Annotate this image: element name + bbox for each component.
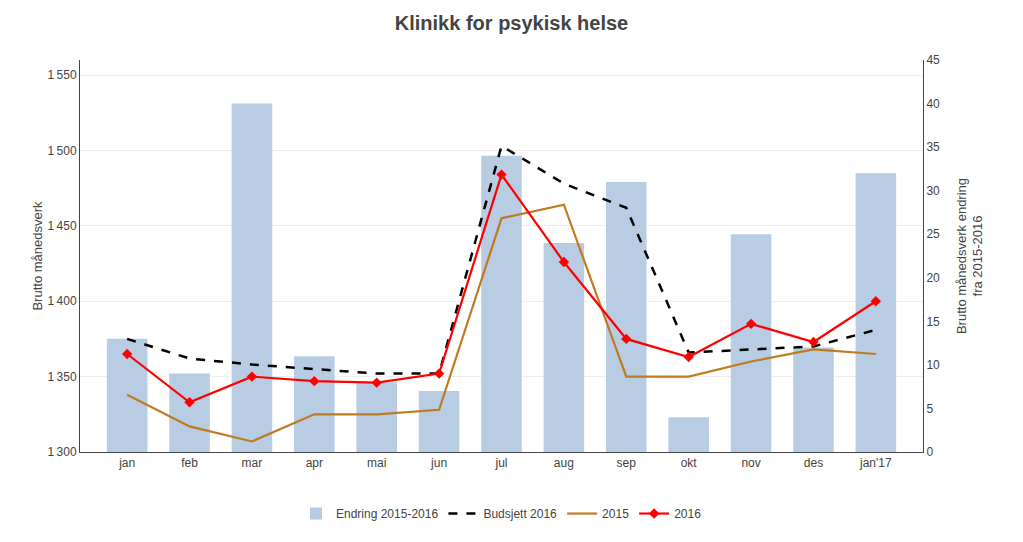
svg-text:jan: jan (118, 456, 135, 470)
svg-text:30: 30 (926, 184, 940, 198)
svg-text:mar: mar (242, 456, 263, 470)
svg-text:1 300: 1 300 (47, 445, 76, 459)
svg-text:apr: apr (306, 456, 323, 470)
svg-text:jul: jul (494, 456, 507, 470)
svg-text:1 400: 1 400 (47, 294, 76, 308)
svg-text:2015: 2015 (602, 507, 629, 521)
svg-text:20: 20 (926, 271, 940, 285)
svg-text:Budsjett 2016: Budsjett 2016 (483, 507, 557, 521)
svg-text:45: 45 (926, 53, 940, 67)
svg-text:jan'17: jan'17 (859, 456, 892, 470)
svg-text:1 450: 1 450 (47, 219, 76, 233)
svg-text:jun: jun (430, 456, 447, 470)
svg-text:25: 25 (926, 227, 940, 241)
svg-text:sep: sep (617, 456, 637, 470)
svg-text:2016: 2016 (674, 507, 701, 521)
svg-text:1 500: 1 500 (47, 144, 76, 158)
svg-text:15: 15 (926, 315, 940, 329)
svg-text:des: des (804, 456, 823, 470)
svg-text:aug: aug (554, 456, 574, 470)
svg-text:feb: feb (181, 456, 198, 470)
svg-text:okt: okt (681, 456, 698, 470)
svg-text:Klinikk for psykisk helse: Klinikk for psykisk helse (395, 12, 628, 34)
svg-text:10: 10 (926, 358, 940, 372)
svg-text:Brutto månedsverk: Brutto månedsverk (30, 201, 45, 311)
svg-text:mai: mai (367, 456, 386, 470)
svg-text:5: 5 (926, 402, 933, 416)
svg-text:1 550: 1 550 (47, 68, 76, 82)
svg-text:Brutto månedsverk endringfra 2: Brutto månedsverk endringfra 2015-2016 (954, 178, 986, 334)
svg-text:35: 35 (926, 140, 940, 154)
svg-text:nov: nov (741, 456, 760, 470)
svg-text:Endring 2015-2016: Endring 2015-2016 (336, 507, 438, 521)
svg-text:40: 40 (926, 97, 940, 111)
svg-text:0: 0 (926, 445, 933, 459)
svg-text:1 350: 1 350 (47, 370, 76, 384)
